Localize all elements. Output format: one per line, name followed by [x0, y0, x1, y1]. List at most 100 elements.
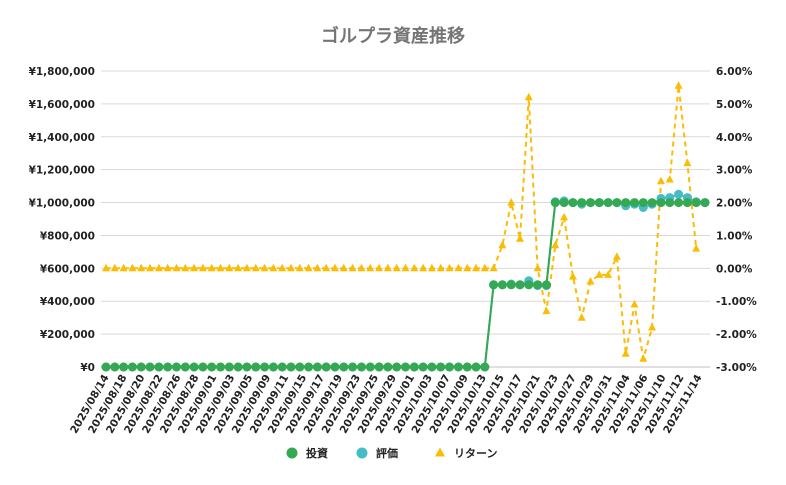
investment-point: [145, 362, 155, 372]
return-point: [648, 323, 657, 331]
investment-point: [515, 280, 525, 290]
investment-point: [621, 198, 631, 208]
investment-point: [180, 362, 190, 372]
left-tick-label: ¥1,400,000: [29, 132, 95, 144]
return-point: [454, 263, 463, 272]
legend-label: 評価: [376, 446, 398, 460]
investment-point: [418, 362, 428, 372]
investment-point: [286, 362, 296, 372]
right-tick-label: -1.00%: [716, 296, 757, 308]
investment-point: [383, 362, 393, 372]
return-point: [489, 263, 498, 272]
investment-point: [453, 362, 463, 372]
right-tick-label: 3.00%: [716, 165, 753, 177]
return-point: [533, 263, 542, 272]
investment-point: [427, 362, 437, 372]
investment-point: [348, 362, 358, 372]
right-tick-label: 4.00%: [716, 132, 753, 144]
return-point: [375, 263, 384, 272]
investment-point: [207, 362, 217, 372]
investment-point: [497, 280, 507, 290]
legend-label: リターン: [454, 447, 497, 460]
investment-point: [700, 198, 710, 208]
return-point: [639, 354, 648, 362]
return-point: [295, 263, 304, 272]
gridlines: [101, 70, 710, 368]
return-point: [542, 306, 551, 315]
return-point: [242, 263, 251, 272]
left-tick-label: ¥1,000,000: [29, 198, 95, 210]
investment-point: [392, 362, 402, 372]
investment-point: [401, 362, 410, 372]
return-point: [278, 263, 287, 272]
return-point: [102, 263, 110, 272]
legend-label: 投資: [306, 446, 328, 460]
return-point: [472, 263, 480, 272]
return-point: [190, 263, 199, 272]
return-point: [498, 240, 507, 249]
investment-point: [471, 362, 481, 372]
return-point: [287, 263, 295, 272]
investment-point: [374, 362, 384, 372]
return-point: [146, 263, 154, 272]
legend-swatch: [286, 447, 298, 459]
investment-point: [163, 362, 173, 372]
return-point: [251, 263, 260, 272]
investment-point: [409, 362, 419, 372]
right-tick-label: 6.00%: [716, 66, 753, 78]
return-point: [445, 263, 454, 272]
return-point: [128, 263, 137, 272]
return-point: [524, 92, 533, 101]
investment-point: [154, 362, 164, 372]
investment-point: [101, 362, 111, 372]
return-point: [269, 263, 278, 272]
investment-point: [462, 362, 472, 372]
investment-point: [172, 362, 181, 372]
investment-point: [480, 362, 490, 372]
return-point: [480, 263, 489, 272]
investment-point: [436, 362, 446, 372]
investment-point: [277, 362, 287, 372]
series-line-1: [106, 193, 706, 368]
investment-point: [189, 362, 199, 372]
series-layer: [101, 81, 710, 372]
right-tick-label: 1.00%: [716, 230, 753, 242]
investment-point: [119, 362, 129, 372]
investment-point: [136, 362, 146, 372]
return-point: [392, 263, 401, 272]
legend-swatch: [356, 447, 368, 459]
return-point: [674, 81, 683, 89]
return-point: [181, 263, 190, 272]
investment-point: [594, 198, 604, 208]
investment-point: [198, 362, 208, 372]
investment-point: [682, 198, 692, 208]
return-point: [551, 240, 560, 249]
investment-point: [577, 198, 587, 208]
left-tick-label: ¥200,000: [40, 329, 95, 341]
return-point: [657, 176, 665, 185]
right-tick-label: -3.00%: [716, 362, 757, 374]
investment-point: [541, 280, 551, 290]
return-point: [207, 263, 216, 272]
investment-point: [665, 198, 675, 208]
investment-point: [489, 280, 499, 290]
return-point: [348, 263, 357, 272]
left-tick-label: ¥600,000: [40, 263, 95, 275]
left-tick-label: ¥1,800,000: [29, 66, 95, 78]
return-point: [216, 263, 225, 272]
return-point: [383, 263, 392, 272]
left-tick-label: ¥400,000: [40, 296, 95, 308]
right-tick-label: 0.00%: [716, 263, 753, 275]
return-point: [401, 263, 410, 272]
investment-point: [357, 362, 366, 372]
investment-point: [445, 362, 454, 372]
return-point: [507, 198, 516, 206]
series-line-2: [106, 85, 698, 360]
legend-swatch: [435, 447, 445, 457]
return-point: [621, 349, 630, 357]
return-point: [560, 212, 569, 221]
return-point: [410, 263, 419, 272]
investment-point: [612, 198, 622, 208]
